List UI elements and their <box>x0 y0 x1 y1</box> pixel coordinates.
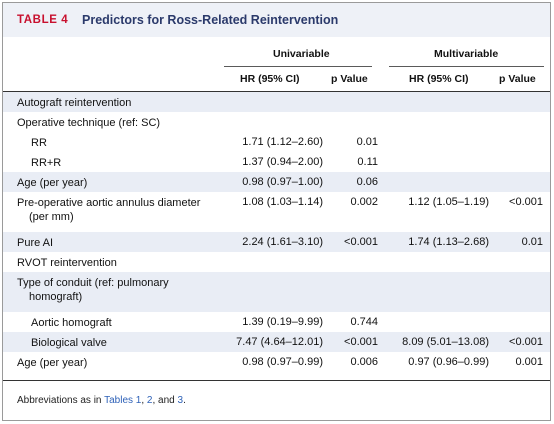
table-row: Age (per year) 0.98 (0.97–0.99) 0.006 0.97 … <box>3 352 550 372</box>
table-bottom-rule <box>3 380 550 381</box>
table-row: Pre-operative aortic annulus diameter (p… <box>3 192 550 232</box>
row-label: Autograft reintervention <box>17 97 132 109</box>
cell-uni-p: 0.06 <box>356 176 378 188</box>
row-label: Age (per year) <box>17 177 88 189</box>
cell-uni-hr: 1.39 (0.19–9.99) <box>242 316 323 328</box>
cell-multi-hr: 0.97 (0.96–0.99) <box>408 356 489 368</box>
cell-uni-p: <0.001 <box>344 336 378 348</box>
footnote-sep-1: , <box>141 395 147 406</box>
cell-uni-p: 0.006 <box>350 356 378 368</box>
col-header-uni-p: p Value <box>331 73 368 85</box>
footnote-suffix: . <box>183 395 186 406</box>
table-row: RR+R 1.37 (0.94–2.00) 0.11 <box>3 152 550 172</box>
header-rule <box>3 91 550 92</box>
group-header-univariable: Univariable <box>273 48 330 60</box>
col-header-uni-hr: HR (95% CI) <box>240 73 300 85</box>
row-label: Operative technique (ref: SC) <box>17 117 161 129</box>
table-row: RR 1.71 (1.12–2.60) 0.01 <box>3 132 550 152</box>
col-header-multi-p: p Value <box>499 73 536 85</box>
cell-uni-p: 0.002 <box>350 196 378 208</box>
cell-uni-p: <0.001 <box>344 236 378 248</box>
row-label: Aortic homograft <box>31 317 112 329</box>
table-row: Pure AI 2.24 (1.61–3.10) <0.001 1.74 (1.13–… <box>3 232 550 252</box>
row-label: RR <box>31 137 47 149</box>
table-row: Biological valve 7.47 (4.64–12.01) <0.001 8… <box>3 332 550 352</box>
table-row: Autograft reintervention <box>3 92 550 112</box>
footnote-sep-2: , and <box>152 395 178 406</box>
cell-multi-hr: 1.74 (1.13–2.68) <box>408 236 489 248</box>
table-title-bar: TABLE 4 Predictors for Ross-Related Rein… <box>3 3 550 37</box>
cell-uni-p: 0.11 <box>357 156 378 168</box>
table-frame: TABLE 4 Predictors for Ross-Related Rein… <box>2 2 551 421</box>
cell-uni-hr: 0.98 (0.97–1.00) <box>242 176 323 188</box>
table-footnote: Abbreviations as in Tables 1, 2, and 3. <box>17 395 186 406</box>
row-label: Biological valve <box>31 337 107 349</box>
group-rule-univariable <box>224 66 372 67</box>
footnote-link-table-2[interactable]: 2 <box>146 395 153 406</box>
footnote-link-table-3[interactable]: 3 <box>177 395 184 406</box>
cell-multi-p: 0.01 <box>521 236 543 248</box>
footnote-prefix: Abbreviations as in <box>17 395 105 406</box>
row-label: Type of conduit (ref: pulmonary homograf… <box>17 277 169 303</box>
cell-multi-p: 0.001 <box>515 356 543 368</box>
cell-uni-hr: 0.98 (0.97–0.99) <box>242 356 323 368</box>
table-row: RVOT reintervention <box>3 252 550 272</box>
cell-uni-p: 0.744 <box>350 316 378 328</box>
row-label: Pure AI <box>17 237 54 249</box>
table-title: Predictors for Ross-Related Reinterventi… <box>82 13 339 27</box>
cell-multi-hr: 8.09 (5.01–13.08) <box>402 336 489 348</box>
table-row: Operative technique (ref: SC) <box>3 112 550 132</box>
col-header-multi-hr: HR (95% CI) <box>409 73 469 85</box>
footnote-link-table-1[interactable]: Tables 1 <box>104 395 142 406</box>
group-rule-multivariable <box>389 66 544 67</box>
table-row: Aortic homograft 1.39 (0.19–9.99) 0.744 <box>3 312 550 332</box>
row-label: RR+R <box>31 157 62 169</box>
cell-multi-hr: 1.12 (1.05–1.19) <box>408 196 489 208</box>
row-label: RVOT reintervention <box>17 257 117 269</box>
cell-multi-p: <0.001 <box>509 336 543 348</box>
row-label: Age (per year) <box>17 357 88 369</box>
cell-uni-hr: 7.47 (4.64–12.01) <box>236 336 323 348</box>
cell-uni-hr: 1.08 (1.03–1.14) <box>242 196 323 208</box>
group-header-multivariable: Multivariable <box>434 48 499 60</box>
cell-uni-hr: 1.71 (1.12–2.60) <box>242 136 323 148</box>
table-label: TABLE 4 <box>17 14 69 26</box>
cell-uni-p: 0.01 <box>356 136 378 148</box>
row-label: Pre-operative aortic annulus diameter (p… <box>17 197 201 223</box>
table-row: Type of conduit (ref: pulmonary homograf… <box>3 272 550 312</box>
cell-uni-hr: 1.37 (0.94–2.00) <box>242 156 323 168</box>
cell-multi-p: <0.001 <box>509 196 543 208</box>
cell-uni-hr: 2.24 (1.61–3.10) <box>242 236 323 248</box>
table-row: Age (per year) 0.98 (0.97–1.00) 0.06 <box>3 172 550 192</box>
